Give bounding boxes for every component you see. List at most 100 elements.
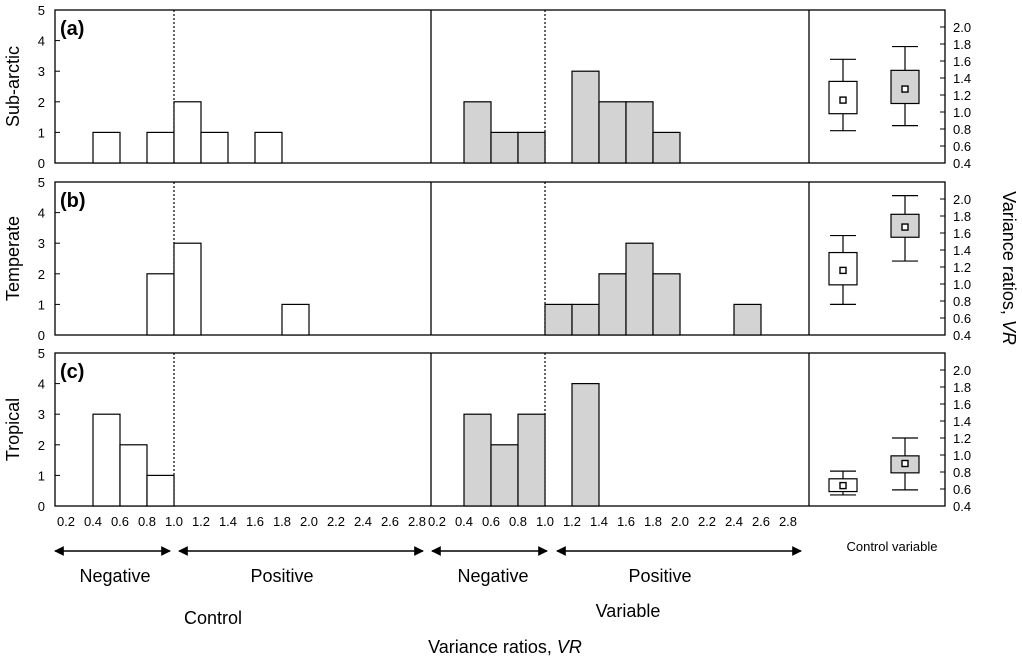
x-tick-label: 2.6	[381, 514, 399, 529]
y2-tick-label: 1.2	[953, 260, 971, 275]
x-axis-label-italic: VR	[557, 637, 582, 657]
boxplot-variable-median	[901, 85, 909, 93]
x-tick-label: 2.4	[725, 514, 743, 529]
arrow-label-negative: Negative	[457, 566, 528, 586]
boxplot-variable-median	[901, 223, 909, 231]
arrow-label-negative: Negative	[79, 566, 150, 586]
boxplot-control-median	[839, 266, 847, 275]
panel-frame	[54, 181, 946, 336]
y-tick-label: 1	[38, 125, 45, 140]
x-tick-label: 0.8	[138, 514, 156, 529]
variable-bar	[598, 101, 627, 164]
y2-tick-label: 1.8	[953, 209, 971, 224]
variable-bar	[652, 131, 681, 164]
y2-tick-label: 2.0	[953, 192, 971, 207]
control-bar	[173, 101, 202, 164]
y2-tick-label: 1.6	[953, 397, 971, 412]
y2-tick-label: 2.0	[953, 20, 971, 35]
x-tick-label: 1.6	[246, 514, 264, 529]
x-tick-label: 2.4	[354, 514, 372, 529]
y-tick-label: 3	[38, 64, 45, 79]
x-tick-label: 2.6	[752, 514, 770, 529]
y-tick-label: 0	[38, 328, 45, 343]
y-tick-label: 1	[38, 297, 45, 312]
variable-bar	[733, 303, 762, 336]
x-tick-label: 0.6	[111, 514, 129, 529]
control-bar	[173, 242, 202, 336]
x-tick-label: 1.4	[590, 514, 608, 529]
y-tick-label: 2	[38, 267, 45, 282]
y-tick-label: 0	[38, 156, 45, 171]
y2-tick-label: 0.4	[953, 328, 971, 343]
x-tick-label: 2.0	[300, 514, 318, 529]
row-label: Sub-arctic	[3, 46, 23, 127]
group-label-variable: Variable	[596, 601, 661, 621]
x-tick-label: 1.6	[617, 514, 635, 529]
variable-bar	[625, 101, 654, 164]
y-tick-label: 5	[38, 3, 45, 18]
x-tick-label: 1.0	[165, 514, 183, 529]
y-tick-label: 3	[38, 236, 45, 251]
x-tick-label: 1.4	[219, 514, 237, 529]
y-tick-label: 4	[38, 206, 45, 221]
x-axis-label-text: Variance ratios,	[428, 637, 552, 657]
x-tick-label: 0.2	[57, 514, 75, 529]
panel-letter: (b)	[60, 190, 86, 212]
y2-tick-label: 1.0	[953, 277, 971, 292]
x-tick-label: 1.2	[192, 514, 210, 529]
boxplot-x-label: Control variable	[846, 539, 937, 554]
y2-tick-label: 1.2	[953, 431, 971, 446]
y-tick-label: 4	[38, 34, 45, 49]
variable-bar	[463, 413, 492, 507]
y-tick-label: 3	[38, 407, 45, 422]
panel-letter: (a)	[60, 18, 84, 40]
boxplot-control-box	[828, 251, 858, 286]
x-tick-label: 0.2	[428, 514, 446, 529]
x-tick-label: 0.8	[509, 514, 527, 529]
control-bar	[146, 273, 175, 336]
y2-axis-label-italic: VR	[999, 320, 1019, 345]
y-tick-label: 0	[38, 499, 45, 514]
row-label: Temperate	[3, 216, 23, 301]
control-bar	[119, 444, 148, 507]
y2-tick-label: 1.8	[953, 37, 971, 52]
y2-tick-label: 0.6	[953, 139, 971, 154]
variable-bar	[544, 303, 573, 336]
x-tick-label: 0.6	[482, 514, 500, 529]
y2-tick-label: 1.4	[953, 243, 971, 258]
y2-tick-label: 1.0	[953, 105, 971, 120]
x-tick-label: 1.8	[644, 514, 662, 529]
y2-tick-label: 0.4	[953, 499, 971, 514]
y2-tick-label: 0.6	[953, 311, 971, 326]
variable-bar	[490, 131, 519, 164]
y2-tick-label: 1.4	[953, 414, 971, 429]
variable-bar	[463, 101, 492, 164]
panel-letter: (c)	[60, 361, 84, 383]
y-tick-label: 1	[38, 468, 45, 483]
y-tick-label: 5	[38, 175, 45, 190]
variable-bar	[517, 413, 546, 507]
y2-axis-label: Variance ratios, VR	[999, 191, 1019, 345]
control-bar	[92, 131, 121, 164]
control-bar	[92, 413, 121, 507]
variable-bar	[571, 303, 600, 336]
variable-bar	[571, 70, 600, 164]
variable-bar	[625, 242, 654, 336]
arrow-label-positive: Positive	[250, 566, 313, 586]
x-tick-label: 1.2	[563, 514, 581, 529]
variable-bar	[490, 444, 519, 507]
variable-bar	[517, 131, 546, 164]
y2-tick-label: 1.6	[953, 54, 971, 69]
y2-tick-label: 1.6	[953, 226, 971, 241]
arrow-label-positive: Positive	[628, 566, 691, 586]
y2-tick-label: 2.0	[953, 363, 971, 378]
x-axis-label: Variance ratios, VR	[428, 637, 582, 657]
y-tick-label: 4	[38, 377, 45, 392]
y2-tick-label: 0.8	[953, 122, 971, 137]
y-tick-label: 2	[38, 95, 45, 110]
x-tick-label: 2.8	[408, 514, 426, 529]
x-tick-label: 2.2	[698, 514, 716, 529]
x-tick-label: 0.4	[455, 514, 473, 529]
control-bar	[281, 303, 310, 336]
